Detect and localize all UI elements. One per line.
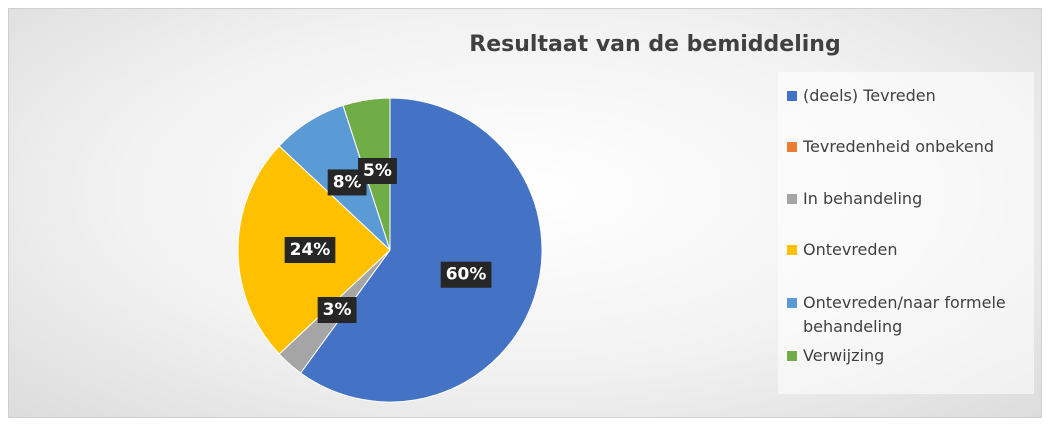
legend-swatch <box>787 142 797 152</box>
data-label: 24% <box>284 237 336 263</box>
data-label: 60% <box>440 261 492 288</box>
legend-item: In behandeling <box>787 187 1027 211</box>
data-label-box <box>284 237 336 263</box>
data-label: 5% <box>358 157 397 184</box>
data-label-text: 60% <box>446 265 487 285</box>
chart-title: Resultaat van de bemiddeling <box>469 32 840 57</box>
legend-item: Ontevreden/naar formele behandeling <box>787 291 1027 339</box>
data-label-box <box>317 297 357 324</box>
legend-item: Verwijzing <box>787 344 1027 368</box>
pie-slice <box>299 97 543 403</box>
legend-swatch <box>787 91 797 101</box>
legend-swatch <box>787 298 797 308</box>
legend-label: Verwijzing <box>803 346 885 365</box>
legend-label: (deels) Tevreden <box>803 86 936 105</box>
legend-label: Tevredenheid onbekend <box>803 137 995 156</box>
legend-item: Tevredenheid onbekend <box>787 135 1027 159</box>
data-label-text: 8% <box>333 172 362 192</box>
legend-swatch <box>787 245 797 255</box>
legend: (deels) Tevreden Tevredenheid onbekend In … <box>778 72 1034 394</box>
legend-swatch <box>787 351 797 361</box>
data-label-text: 24% <box>290 240 331 260</box>
legend-label: In behandeling <box>803 189 923 208</box>
legend-item: (deels) Tevreden <box>787 84 1027 108</box>
legend-swatch <box>787 194 797 204</box>
data-label-text: 5% <box>363 161 392 181</box>
legend-item: Ontevreden <box>787 238 1027 262</box>
data-label-box <box>358 157 397 184</box>
data-label-text: 3% <box>323 300 352 320</box>
legend-label: Ontevreden <box>803 240 898 259</box>
data-label-box <box>440 261 492 288</box>
data-label: 3% <box>317 297 357 324</box>
legend-label: Ontevreden/naar formele behandeling <box>803 293 1006 336</box>
